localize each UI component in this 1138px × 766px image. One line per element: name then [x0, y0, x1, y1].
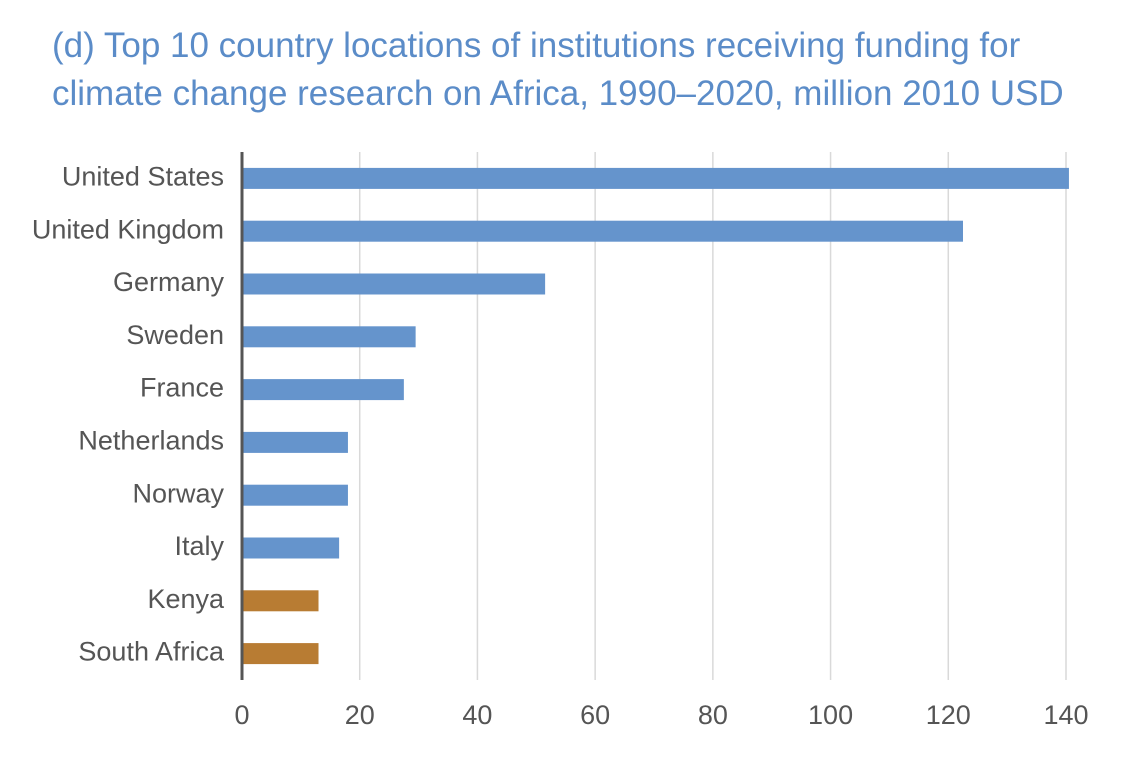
bar-united-kingdom — [242, 220, 963, 242]
x-tick-label-0: 0 — [234, 700, 249, 730]
bar-kenya — [242, 590, 319, 612]
category-label-united-states: United States — [62, 162, 224, 192]
category-label-netherlands: Netherlands — [78, 426, 224, 456]
x-tick-label-140: 140 — [1043, 700, 1088, 730]
bar-norway — [242, 484, 348, 506]
bar-south-africa — [242, 643, 319, 665]
category-labels: United States United Kingdom Germany Sweden… — [32, 162, 225, 667]
bars — [242, 167, 1069, 665]
category-label-norway: Norway — [132, 478, 224, 508]
x-tick-label-20: 20 — [345, 700, 375, 730]
category-label-united-kingdom: United Kingdom — [32, 214, 224, 244]
chart-title: (d) Top 10 country locations of institut… — [52, 22, 1112, 118]
category-label-france: France — [140, 373, 224, 403]
chart-title-line-2: climate change research on Africa, 1990–… — [52, 74, 1064, 113]
x-tick-label-120: 120 — [926, 700, 971, 730]
bar-france — [242, 379, 404, 401]
x-tick-labels: 0 20 40 60 80 100 120 140 — [234, 700, 1088, 730]
x-tick-label-80: 80 — [698, 700, 728, 730]
category-label-italy: Italy — [174, 531, 224, 561]
x-tick-label-60: 60 — [580, 700, 610, 730]
bar-united-states — [242, 167, 1069, 189]
bar-italy — [242, 537, 340, 559]
x-tick-label-40: 40 — [462, 700, 492, 730]
x-tick-label-100: 100 — [808, 700, 853, 730]
bar-sweden — [242, 326, 416, 348]
category-label-south-africa: South Africa — [78, 637, 225, 667]
bar-germany — [242, 273, 546, 295]
category-label-germany: Germany — [113, 267, 225, 297]
chart-title-line-1: (d) Top 10 country locations of institut… — [52, 26, 1021, 65]
bar-netherlands — [242, 431, 348, 453]
category-label-kenya: Kenya — [147, 584, 225, 614]
category-label-sweden: Sweden — [126, 320, 224, 350]
